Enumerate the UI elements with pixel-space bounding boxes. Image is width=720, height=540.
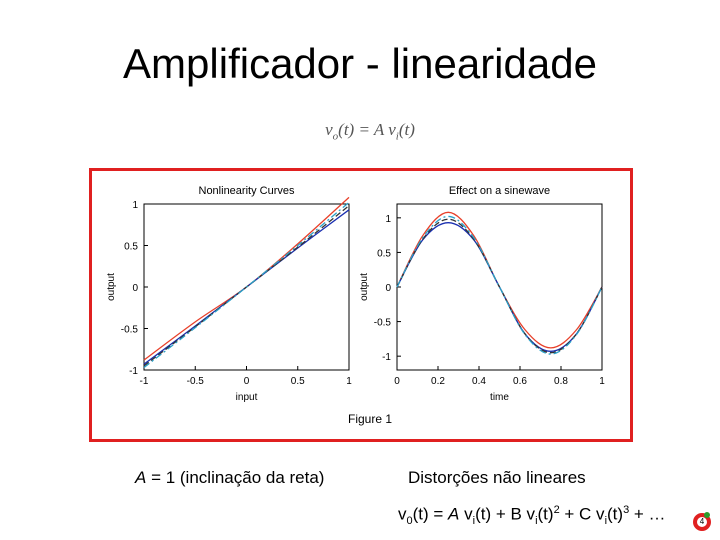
chart1-xtick-label: 1 <box>346 376 352 387</box>
chart1-xtick-label: 0.5 <box>291 376 305 387</box>
chart1-xlabel: input <box>236 392 258 403</box>
eq-vo-sub: o <box>332 130 339 143</box>
caption-slope-text: = 1 (inclinação da reta) <box>146 468 325 487</box>
eq-vo: v <box>325 120 333 139</box>
chart2-xtick-label: 0.6 <box>513 376 527 387</box>
f-p1: v <box>398 504 407 524</box>
eq-t2: (t) <box>398 120 415 139</box>
chart2-title: Effect on a sinewave <box>449 185 550 197</box>
caption-slope-A: A <box>135 468 147 487</box>
chart2-xlabel: time <box>490 392 509 403</box>
chart2-xtick-label: 0.2 <box>431 376 445 387</box>
chart2-ytick-label: 1 <box>385 214 391 225</box>
distortion-formula: v0(t) = A vi(t) + B vi(t)2 + C vi(t)3 + … <box>398 504 666 527</box>
f-p2: (t) = <box>412 504 449 524</box>
chart2-ytick-label: -0.5 <box>374 318 392 329</box>
f-p6: (t) <box>537 504 554 524</box>
chart1-xtick-label: -0.5 <box>187 376 205 387</box>
f-p5: (t) + B v <box>475 504 536 524</box>
eq-A: A <box>373 120 384 139</box>
eq-vi-sub: i <box>395 130 399 143</box>
f-p6-sup: 2 <box>553 504 560 516</box>
chart2-series-3-line <box>396 218 603 354</box>
f-p3: A <box>448 504 460 524</box>
f-p8-sup: 3 <box>623 504 630 516</box>
chart1-series-4-line <box>143 201 350 369</box>
badge-dot <box>704 512 710 518</box>
f-p4: v <box>459 504 473 524</box>
chart2-xtick-label: 0.8 <box>554 376 568 387</box>
chart2-ytick-label: -1 <box>382 352 391 363</box>
figure-frame: Figure 1 Nonlinearity Curves input output -… <box>89 168 633 442</box>
f-p1-sub: 0 <box>406 515 413 528</box>
caption-slope: A = 1 (inclinação da reta) <box>135 468 324 488</box>
chart1-title: Nonlinearity Curves <box>199 185 295 197</box>
slide-title: Amplificador - linearidade <box>123 40 597 87</box>
f-p5-sub: i <box>535 515 538 528</box>
f-p4-sub: i <box>472 515 476 528</box>
chart1-ytick-label: -1 <box>129 366 138 377</box>
chart1-xtick-label: 0 <box>244 376 250 387</box>
chart1-ytick-label: 1 <box>132 200 138 211</box>
chart1-xtick-label: -1 <box>140 376 149 387</box>
chart2-xtick-label: 0.4 <box>472 376 486 387</box>
top-equation: vo(t) = A vi(t) <box>300 120 440 142</box>
chart2-series-4-line <box>396 215 603 355</box>
chart2-xtick-label: 0 <box>394 376 400 387</box>
chart1-ylabel: output <box>106 273 117 301</box>
f-p7-sub: i <box>604 515 608 528</box>
eq-t1: (t) <box>338 120 355 139</box>
figure-canvas: Figure 1 Nonlinearity Curves input output -… <box>106 185 605 426</box>
eq-equals: = <box>358 120 370 139</box>
chart1-ytick-label: 0 <box>132 283 138 294</box>
f-p7: + C v <box>559 504 605 524</box>
slide-number-badge: 4 <box>693 512 711 531</box>
chart2-ytick-label: 0 <box>385 283 391 294</box>
chart2-xtick-label: 1 <box>599 376 605 387</box>
chart1-ytick-label: -0.5 <box>121 325 139 336</box>
f-p9: + … <box>629 504 666 524</box>
f-p8: (t) <box>607 504 624 524</box>
chart1-ytick-label: 0.5 <box>124 242 138 253</box>
page-number: 4 <box>699 517 705 526</box>
chart2-ylabel: output <box>359 273 370 301</box>
figure-caption: Figure 1 <box>348 412 392 426</box>
caption-distortions: Distorções não lineares <box>408 468 586 487</box>
chart2-ytick-label: 0.5 <box>377 248 391 259</box>
eq-vi: v <box>388 120 396 139</box>
